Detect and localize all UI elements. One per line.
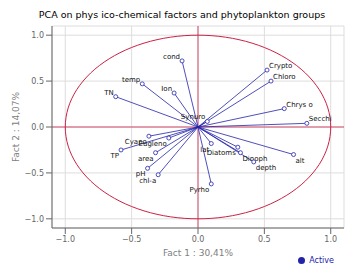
svg-text:temp: temp <box>122 76 141 84</box>
svg-text:TP: TP <box>110 152 120 160</box>
svg-text:Synuro: Synuro <box>181 113 205 121</box>
svg-text:Fact 2 : 14,07%: Fact 2 : 14,07% <box>11 92 21 162</box>
svg-text:−1.0: −1.0 <box>56 235 75 244</box>
svg-text:−0.5: −0.5 <box>122 235 141 244</box>
svg-text:chl-a: chl-a <box>139 177 156 185</box>
svg-text:−0.5: −0.5 <box>25 169 44 178</box>
svg-text:Diatoms: Diatoms <box>207 149 236 157</box>
svg-text:Ion: Ion <box>161 85 172 93</box>
svg-text:Fact 1 : 30,41%: Fact 1 : 30,41% <box>163 248 233 258</box>
svg-text:0.0: 0.0 <box>192 235 205 244</box>
html-text:PCA on phys ico-chemical facto: PCA on phys ico-chemical factors and phy… <box>38 9 326 20</box>
svg-text:pH: pH <box>135 170 146 179</box>
svg-text:Cyano: Cyano <box>124 138 147 147</box>
svg-text:alt: alt <box>296 157 305 165</box>
svg-text:area: area <box>138 155 154 163</box>
svg-text:depth: depth <box>256 164 276 172</box>
svg-text:Pyrho: Pyrho <box>189 186 209 194</box>
svg-text:1.0: 1.0 <box>324 235 337 244</box>
svg-text:Eugleno: Eugleno <box>139 140 167 148</box>
svg-text:Crypto: Crypto <box>269 62 292 70</box>
svg-text:0.5: 0.5 <box>31 77 44 86</box>
svg-text:lat: lat <box>200 145 210 154</box>
svg-text:0.0: 0.0 <box>31 123 44 132</box>
svg-text:Chloro: Chloro <box>273 73 296 81</box>
svg-text:Chrys o: Chrys o <box>286 101 313 109</box>
svg-text:cond: cond <box>163 53 180 61</box>
svg-text:0.5: 0.5 <box>258 235 271 244</box>
html-text:Active: Active <box>309 256 334 265</box>
svg-text:−1.0: −1.0 <box>25 215 44 224</box>
svg-text:Dinoph: Dinoph <box>242 154 268 163</box>
svg-text:TN: TN <box>103 89 114 97</box>
svg-text:1.0: 1.0 <box>31 31 44 40</box>
svg-text:Secchi: Secchi <box>309 115 332 123</box>
